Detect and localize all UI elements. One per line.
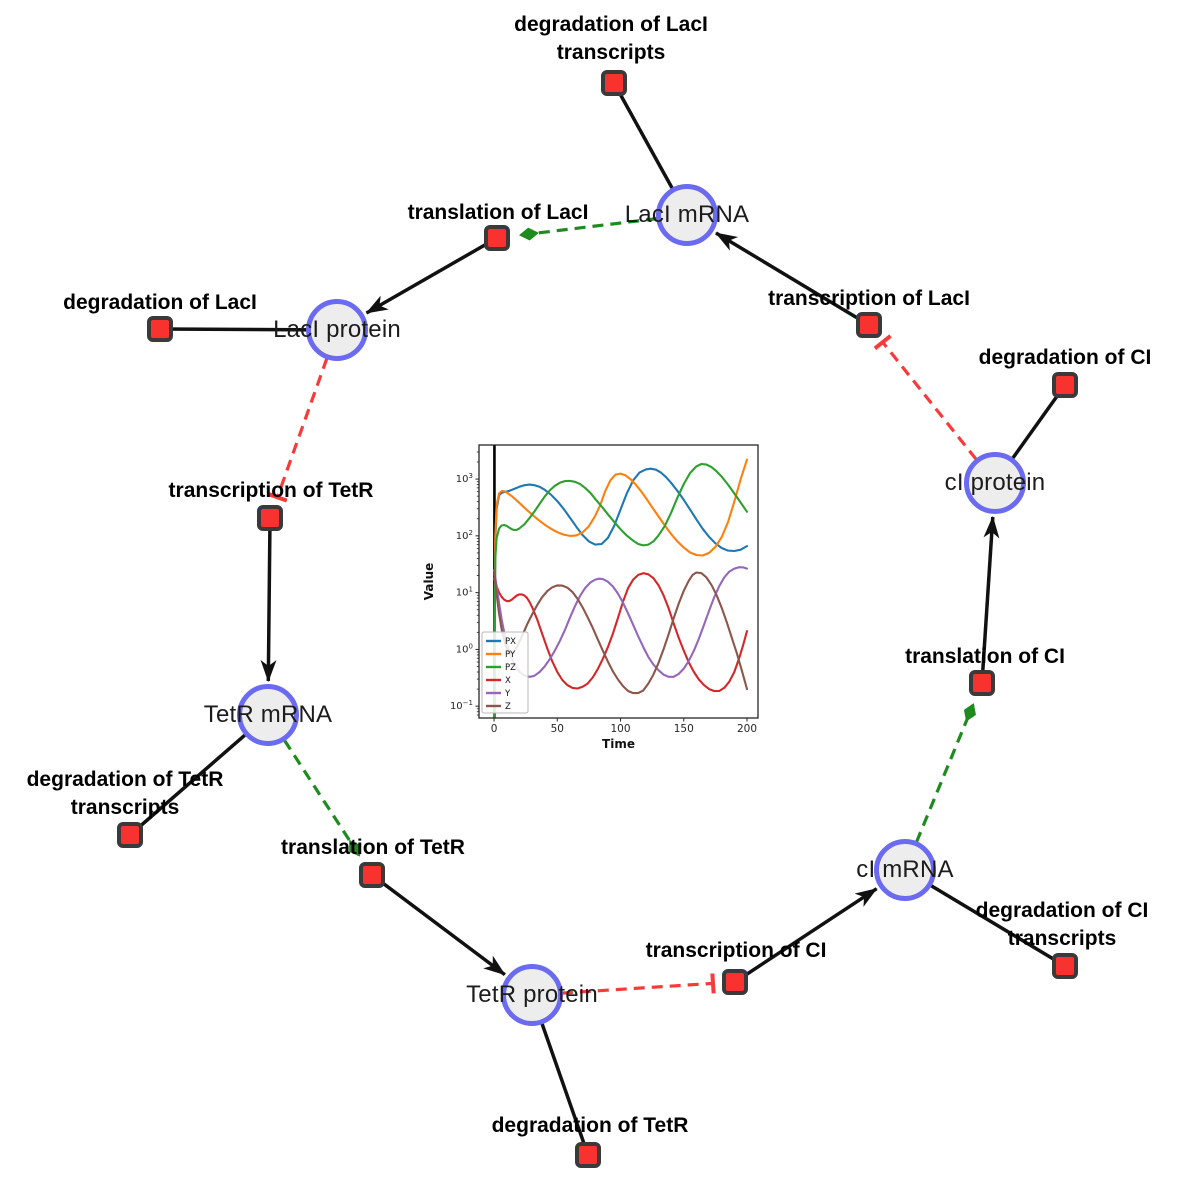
species-node-ci-protein bbox=[964, 452, 1026, 514]
species-label-laci-mrna: LacI mRNA bbox=[624, 201, 750, 228]
species-node-ci-mrna bbox=[874, 839, 936, 901]
inset-time-series-chart: 0 50 100 150 200 10−1 100 101 102 103 Time Value PX P… bbox=[420, 436, 770, 762]
edge-transcription-of-ci-to-ci-mrna bbox=[734, 887, 878, 984]
edge-transcription-of-tetr-to-tetr-mrna bbox=[260, 517, 277, 682]
x-tick-label: 100 bbox=[611, 723, 631, 735]
edge-ci-mrna-modifies-translation-of-ci bbox=[914, 703, 976, 843]
species-label-tetr-mrna: TetR mRNA bbox=[203, 701, 333, 728]
reaction-node-degradation-of-ci bbox=[1052, 372, 1078, 398]
reaction-node-degradation-of-tetr bbox=[575, 1142, 601, 1168]
series-Z bbox=[493, 568, 749, 695]
species-label-ci-protein: cI protein bbox=[944, 469, 1046, 496]
y-tick-label: 10−1 bbox=[450, 699, 473, 712]
legend-label-PY: PY bbox=[505, 650, 516, 660]
reaction-node-transcription-of-laci bbox=[856, 312, 882, 338]
species-label-ci-mrna: cI mRNA bbox=[856, 856, 954, 883]
reaction-node-degradation-of-laci-transcripts bbox=[601, 70, 627, 96]
edge-translation-of-tetr-to-tetr-protein bbox=[370, 873, 506, 976]
edge-tetr-mrna-modifies-translation-of-tetr bbox=[283, 739, 361, 857]
species-node-laci-mrna bbox=[656, 184, 718, 246]
reaction-label-degradation-of-laci-transcripts: degradation of LacI transcripts bbox=[514, 13, 708, 64]
series-PY bbox=[493, 458, 749, 718]
y-tick-label: 101 bbox=[456, 586, 473, 599]
edge-transcription-of-laci-to-laci-mrna bbox=[715, 231, 870, 327]
legend-label-Y: Y bbox=[504, 689, 511, 699]
series-Y bbox=[493, 566, 749, 678]
legend-label-Z: Z bbox=[505, 702, 511, 712]
edge-tetr-protein-inhibits-transcription-of-ci bbox=[561, 973, 716, 995]
y-axis-label: Value bbox=[422, 563, 436, 601]
x-tick-label: 50 bbox=[551, 723, 564, 735]
species-node-tetr-protein bbox=[501, 964, 563, 1026]
reaction-label-degradation-of-tetr-transcripts: degradation of TetR transcripts bbox=[26, 768, 224, 819]
x-axis-label: Time bbox=[602, 737, 635, 751]
reaction-label-degradation-of-laci: degradation of LacI bbox=[63, 291, 257, 314]
species-node-tetr-mrna bbox=[237, 684, 299, 746]
reaction-node-degradation-of-tetr-transcripts bbox=[117, 822, 143, 848]
series-PX bbox=[493, 467, 749, 718]
edge-ci-mrna-to-degradation-of-ci-transcripts bbox=[904, 868, 1066, 968]
edge-translation-of-ci-to-ci-protein bbox=[980, 516, 1000, 684]
plot-frame bbox=[478, 444, 759, 719]
reaction-label-translation-of-laci: translation of LacI bbox=[407, 201, 589, 224]
x-tick-label: 150 bbox=[674, 723, 694, 735]
edge-translation-of-laci-to-laci-protein bbox=[365, 236, 498, 315]
reaction-node-transcription-of-tetr bbox=[257, 505, 283, 531]
reaction-label-transcription-of-ci: transcription of CI bbox=[645, 939, 827, 962]
reaction-label-translation-of-ci: translation of CI bbox=[905, 645, 1065, 668]
legend-label-PZ: PZ bbox=[505, 663, 516, 673]
reaction-label-degradation-of-ci: degradation of CI bbox=[978, 346, 1152, 369]
reaction-node-degradation-of-ci-transcripts bbox=[1052, 953, 1078, 979]
reaction-node-transcription-of-ci bbox=[722, 969, 748, 995]
series-PZ bbox=[493, 462, 749, 718]
y-tick-label: 103 bbox=[456, 472, 473, 485]
reaction-node-translation-of-tetr bbox=[359, 862, 385, 888]
reaction-node-translation-of-laci bbox=[484, 225, 510, 251]
chart-svg: 0 50 100 150 20010−1100101102103TimeValuePXP… bbox=[422, 444, 759, 751]
reaction-label-transcription-of-tetr: transcription of TetR bbox=[168, 479, 374, 502]
series-X bbox=[493, 572, 749, 693]
reaction-label-degradation-of-ci-transcripts: degradation of CI transcripts bbox=[975, 899, 1149, 950]
chart-legend: PX PY PZ XYZ bbox=[481, 631, 529, 714]
edge-laci-protein-inhibits-transcription-of-tetr bbox=[267, 357, 329, 503]
series-layer bbox=[493, 458, 749, 718]
reaction-label-transcription-of-laci: transcription of LacI bbox=[768, 287, 970, 310]
species-node-laci-protein bbox=[306, 299, 368, 361]
legend-label-X: X bbox=[505, 676, 511, 686]
species-label-laci-protein: LacI protein bbox=[273, 316, 401, 343]
y-tick-label: 102 bbox=[456, 529, 473, 542]
species-label-tetr-protein: TetR protein bbox=[466, 981, 598, 1008]
reaction-label-degradation-of-tetr: degradation of TetR bbox=[491, 1114, 689, 1137]
y-tick-label: 100 bbox=[456, 642, 473, 655]
x-tick-label: 200 bbox=[737, 723, 757, 735]
reaction-node-translation-of-ci bbox=[969, 670, 995, 696]
edge-laci-mrna-modifies-translation-of-laci bbox=[519, 217, 658, 241]
reaction-label-translation-of-tetr: translation of TetR bbox=[281, 836, 465, 859]
legend-label-PX: PX bbox=[505, 637, 516, 647]
edge-ci-protein-inhibits-transcription-of-laci bbox=[873, 334, 978, 461]
reaction-node-degradation-of-laci bbox=[147, 316, 173, 342]
x-tick-label: 0 bbox=[491, 723, 498, 735]
